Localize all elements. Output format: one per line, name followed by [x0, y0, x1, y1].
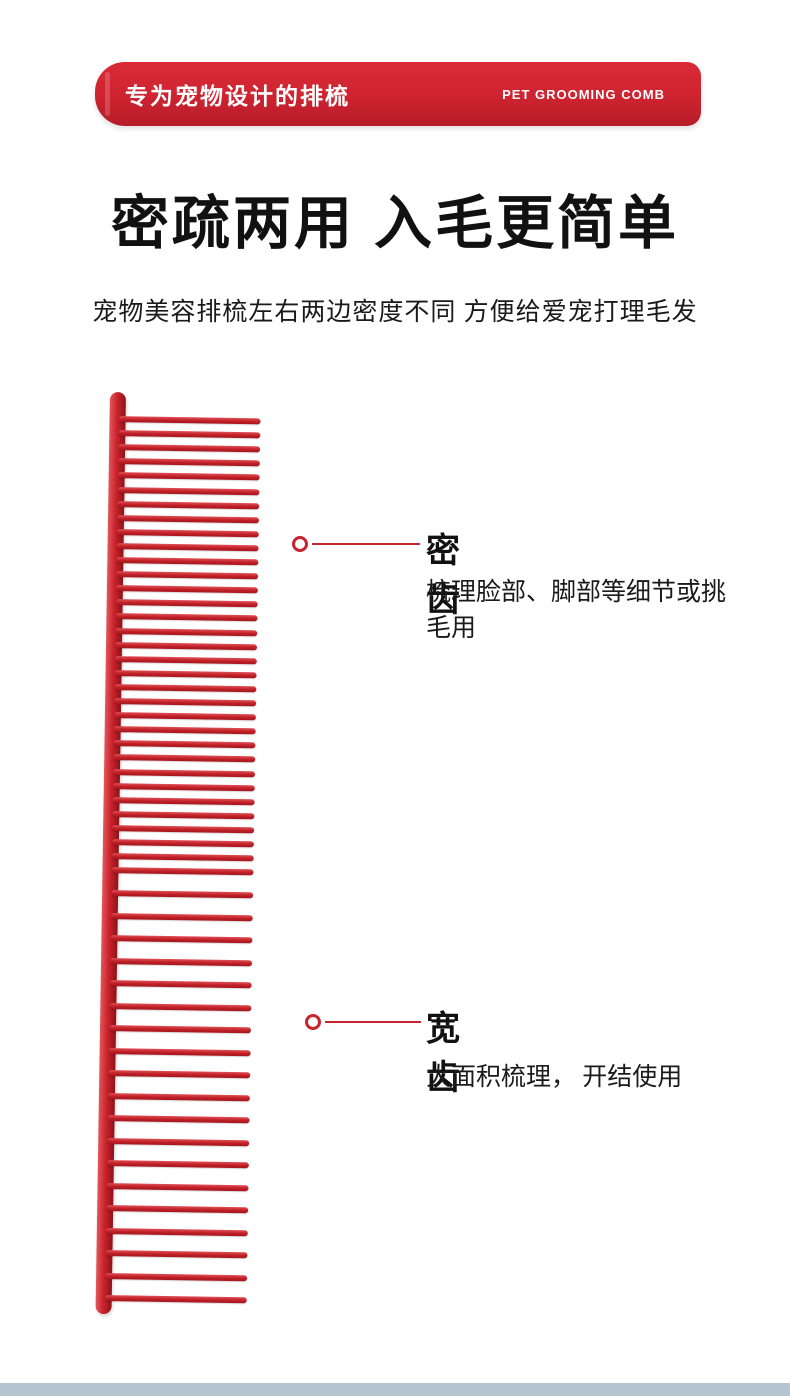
comb-tooth [109, 980, 252, 989]
comb-tooth [116, 557, 259, 566]
comb-tooth [116, 528, 259, 538]
callout-label: 宽齿 [426, 1010, 462, 1097]
comb-tooth [116, 543, 259, 552]
page-subtitle: 宠物美容排梳左右两边密度不同 方便给爱宠打理毛发 [92, 299, 698, 326]
comb-tooth [112, 824, 255, 834]
comb-tooth [112, 782, 255, 791]
banner-title-cn: 专为宠物设计的排梳 [125, 83, 350, 109]
callout-label: 密齿 [426, 532, 462, 619]
comb-tooth [111, 853, 254, 862]
comb-tooth [118, 430, 261, 439]
comb-tooth [115, 585, 258, 594]
comb-tooth [115, 613, 258, 622]
comb-tooth [108, 1047, 251, 1056]
comb-tooth [110, 957, 253, 966]
comb-teeth [104, 392, 280, 1304]
callout-line [325, 1021, 421, 1023]
comb-tooth [110, 912, 253, 921]
comb-tooth [107, 1092, 250, 1101]
comb-tooth [117, 472, 260, 481]
comb-tooth [105, 1272, 248, 1281]
comb-tooth [114, 641, 258, 650]
comb-tooth [104, 1295, 247, 1304]
comb-tooth [117, 500, 260, 509]
comb-tooth [111, 890, 254, 899]
comb-tooth [113, 754, 256, 763]
comb-tooth [117, 486, 260, 495]
comb-tooth [116, 514, 260, 524]
comb-tooth [116, 571, 259, 580]
comb-tooth [114, 683, 257, 693]
callout-circle-icon [292, 536, 308, 552]
comb-tooth [105, 1227, 248, 1236]
callout-description: 大面积梳理， 开结使用 [426, 1064, 683, 1091]
comb-tooth [107, 1137, 250, 1146]
comb-tooth [118, 416, 261, 425]
comb-tooth [113, 740, 256, 749]
comb-tooth [112, 810, 255, 820]
comb-tooth [115, 627, 258, 636]
comb-tooth [106, 1205, 249, 1214]
page-title: 密疏两用 入毛更简单 [110, 191, 680, 256]
comb-tooth [109, 1002, 252, 1011]
comb-image [95, 392, 280, 1317]
comb-tooth [113, 726, 256, 735]
comb-tooth [106, 1182, 249, 1191]
footer-strip [0, 1383, 790, 1396]
comb-tooth [105, 1250, 248, 1259]
comb-tooth [108, 1025, 252, 1034]
comb-tooth [111, 867, 254, 876]
comb-tooth [114, 655, 257, 665]
comb-tooth [112, 768, 256, 777]
callout-line [312, 543, 420, 545]
comb-tooth [106, 1160, 249, 1169]
top-banner: 专为宠物设计的排梳 PET GROOMING COMB [95, 62, 701, 126]
comb-tooth [117, 458, 260, 467]
comb-tooth [115, 599, 258, 608]
comb-tooth [113, 712, 256, 721]
banner-title-en: PET GROOMING COMB [502, 86, 665, 102]
callout-description: 梳理脸部、脚部等细节或挑毛用 [426, 579, 727, 643]
comb-tooth [107, 1115, 250, 1124]
comb-tooth [111, 839, 254, 848]
comb-tooth [114, 698, 257, 707]
comb-tooth [118, 444, 261, 453]
callout-circle-icon [305, 1014, 321, 1030]
comb-tooth [114, 669, 257, 679]
comb-tooth [108, 1070, 251, 1079]
comb-tooth [110, 935, 253, 944]
comb-tooth [112, 796, 255, 806]
